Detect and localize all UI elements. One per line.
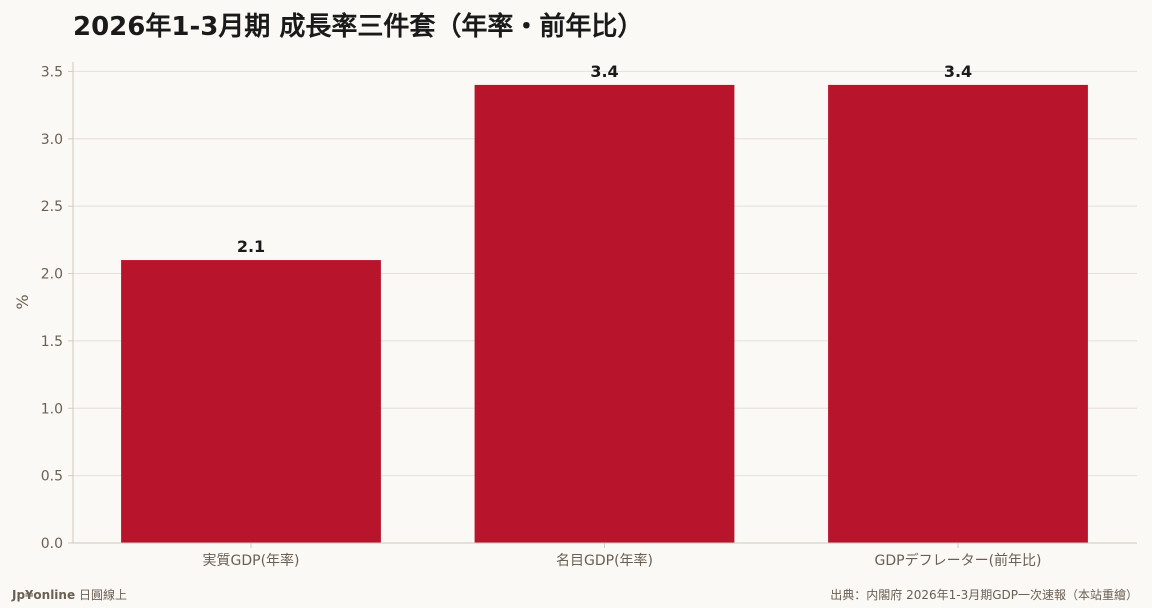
data-label: 3.4	[590, 62, 618, 81]
footer-brand: Jp¥online 日圓線上	[12, 586, 127, 603]
y-tick-label: 2.0	[41, 267, 63, 283]
y-tick-label: 1.5	[41, 334, 63, 350]
y-tick-label: 1.0	[41, 401, 63, 417]
y-ticks: 0.0 0.5 1.0 1.5 2.0 2.5 3.0 3.5	[41, 64, 73, 552]
bars	[121, 84, 1088, 544]
bar	[474, 84, 735, 544]
bar	[121, 260, 381, 543]
y-axis-label: %	[13, 294, 32, 309]
y-tick-label: 2.5	[41, 199, 63, 215]
brand-name: Jp¥online	[12, 588, 76, 602]
x-tick-label: 実質GDP(年率)	[203, 552, 300, 569]
x-tick-label: GDPデフレーター(前年比)	[875, 552, 1042, 569]
chart-title: 2026年1-3月期 成長率三件套（年率・前年比）	[73, 12, 644, 42]
data-label: 2.1	[237, 237, 265, 256]
source-note: 出典：内閣府 2026年1-3月期GDP一次速報（本站重繪）	[830, 588, 1138, 602]
bar	[828, 84, 1088, 544]
y-tick-label: 0.0	[41, 536, 63, 552]
x-tick-label: 名目GDP(年率)	[556, 552, 653, 569]
brand-suffix: 日圓線上	[78, 588, 127, 602]
y-tick-label: 3.5	[41, 64, 63, 80]
y-tick-label: 0.5	[41, 469, 63, 485]
data-labels: 2.1 3.4 3.4	[237, 62, 972, 256]
x-tick-labels: 実質GDP(年率) 名目GDP(年率) GDPデフレーター(前年比)	[203, 543, 1042, 569]
y-tick-label: 3.0	[41, 132, 63, 148]
data-label: 3.4	[944, 62, 972, 81]
